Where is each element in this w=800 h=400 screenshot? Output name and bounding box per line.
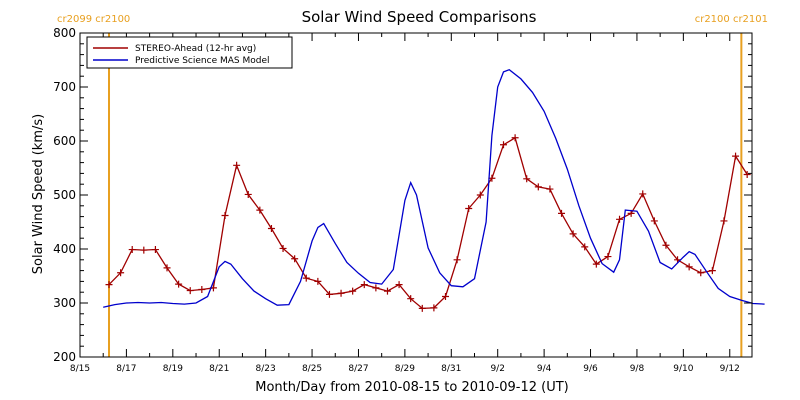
x-tick-label: 9/4	[537, 364, 552, 374]
x-tick-label: 9/10	[673, 364, 693, 374]
data-point-marker	[279, 244, 287, 252]
x-tick-label: 8/23	[256, 364, 276, 374]
data-point-marker	[500, 141, 508, 149]
data-point-marker	[128, 246, 136, 254]
data-point-marker	[151, 246, 159, 254]
data-point-marker	[732, 152, 740, 160]
data-point-marker	[441, 293, 449, 301]
x-tick-label: 9/6	[583, 364, 598, 374]
legend: STEREO-Ahead (12-hr avg) Predictive Scien…	[86, 36, 293, 69]
data-point-marker	[314, 277, 322, 285]
data-point-marker	[163, 264, 171, 272]
y-tick-label: 700	[53, 80, 76, 94]
series-lines	[103, 68, 765, 312]
series-line-mas-model	[103, 68, 765, 308]
data-point-marker	[465, 205, 473, 212]
x-tick-label: 9/8	[630, 364, 645, 374]
x-tick-label: 8/21	[209, 364, 229, 374]
data-point-marker	[650, 217, 658, 225]
carrington-label-1: cr2099 cr2100	[57, 14, 130, 25]
data-point-marker	[685, 263, 693, 271]
x-tick-label: 8/25	[302, 364, 322, 374]
x-tick-label: 8/31	[441, 364, 461, 374]
data-point-marker	[720, 217, 728, 225]
data-point-marker	[616, 215, 624, 223]
data-point-marker	[743, 170, 751, 178]
x-tick-label: 9/12	[720, 364, 740, 374]
data-point-marker	[175, 280, 183, 288]
data-point-marker	[708, 267, 716, 275]
data-point-marker	[592, 260, 600, 268]
data-point-marker	[604, 253, 612, 261]
x-tick-label: 8/29	[395, 364, 415, 374]
data-point-marker	[558, 209, 566, 217]
data-point-marker	[476, 191, 484, 199]
x-axis-title: Month/Day from 2010-08-15 to 2010-09-12 …	[255, 380, 568, 395]
data-point-marker	[244, 190, 252, 198]
data-point-marker	[534, 183, 542, 191]
data-point-marker	[546, 185, 554, 193]
x-tick-label: 9/2	[490, 364, 504, 374]
data-point-marker	[639, 190, 647, 198]
y-axis-title: Solar Wind Speed (km/s)	[31, 114, 46, 274]
data-point-marker	[697, 269, 705, 277]
x-axis: 8/15 8/17 8/19 8/21 8/23 8/25 8/27 8/29 8/31 9/2 9…	[70, 33, 740, 374]
data-point-marker	[453, 256, 461, 264]
data-point-marker	[360, 281, 368, 289]
data-point-marker	[186, 287, 194, 295]
data-point-marker	[302, 274, 310, 282]
data-point-marker	[221, 212, 229, 220]
data-point-marker	[349, 287, 357, 295]
data-point-marker	[267, 224, 275, 232]
data-point-marker	[511, 134, 519, 142]
data-point-marker	[256, 206, 264, 214]
data-point-marker	[233, 161, 241, 169]
y-tick-label: 800	[53, 26, 76, 40]
x-tick-label: 8/27	[348, 364, 368, 374]
legend-label: Predictive Science MAS Model	[135, 56, 270, 66]
x-tick-label: 8/15	[70, 364, 90, 374]
data-point-marker	[337, 289, 345, 297]
data-point-marker	[291, 255, 299, 263]
legend-box	[86, 36, 293, 69]
data-point-marker	[523, 175, 531, 183]
carrington-label-2: cr2100 cr2101	[695, 14, 768, 25]
legend-label: STEREO-Ahead (12-hr avg)	[135, 44, 256, 54]
data-point-marker	[140, 246, 148, 254]
x-tick-label: 8/17	[116, 364, 136, 374]
y-tick-label: 300	[53, 296, 76, 310]
x-tick-label: 8/19	[163, 364, 183, 374]
data-point-marker	[569, 230, 577, 238]
data-point-marker	[383, 287, 391, 295]
reference-lines: cr2099 cr2100 cr2100 cr2101	[57, 14, 768, 357]
data-point-marker	[662, 241, 670, 249]
data-point-marker	[581, 243, 589, 251]
y-tick-label: 500	[53, 188, 76, 202]
y-tick-label: 200	[53, 350, 76, 364]
data-point-marker	[117, 269, 125, 277]
data-point-marker	[418, 304, 426, 312]
data-point-marker	[372, 284, 380, 292]
data-point-marker	[105, 281, 113, 289]
y-tick-label: 600	[53, 134, 76, 148]
data-point-marker	[395, 281, 403, 289]
y-axis: 200 300 400 500 600 700 800	[53, 26, 752, 364]
chart-title: Solar Wind Speed Comparisons	[302, 8, 537, 26]
data-point-marker	[198, 286, 206, 293]
data-point-marker	[407, 295, 415, 303]
data-point-marker	[430, 304, 438, 312]
data-point-marker	[325, 290, 333, 298]
y-tick-label: 400	[53, 242, 76, 256]
